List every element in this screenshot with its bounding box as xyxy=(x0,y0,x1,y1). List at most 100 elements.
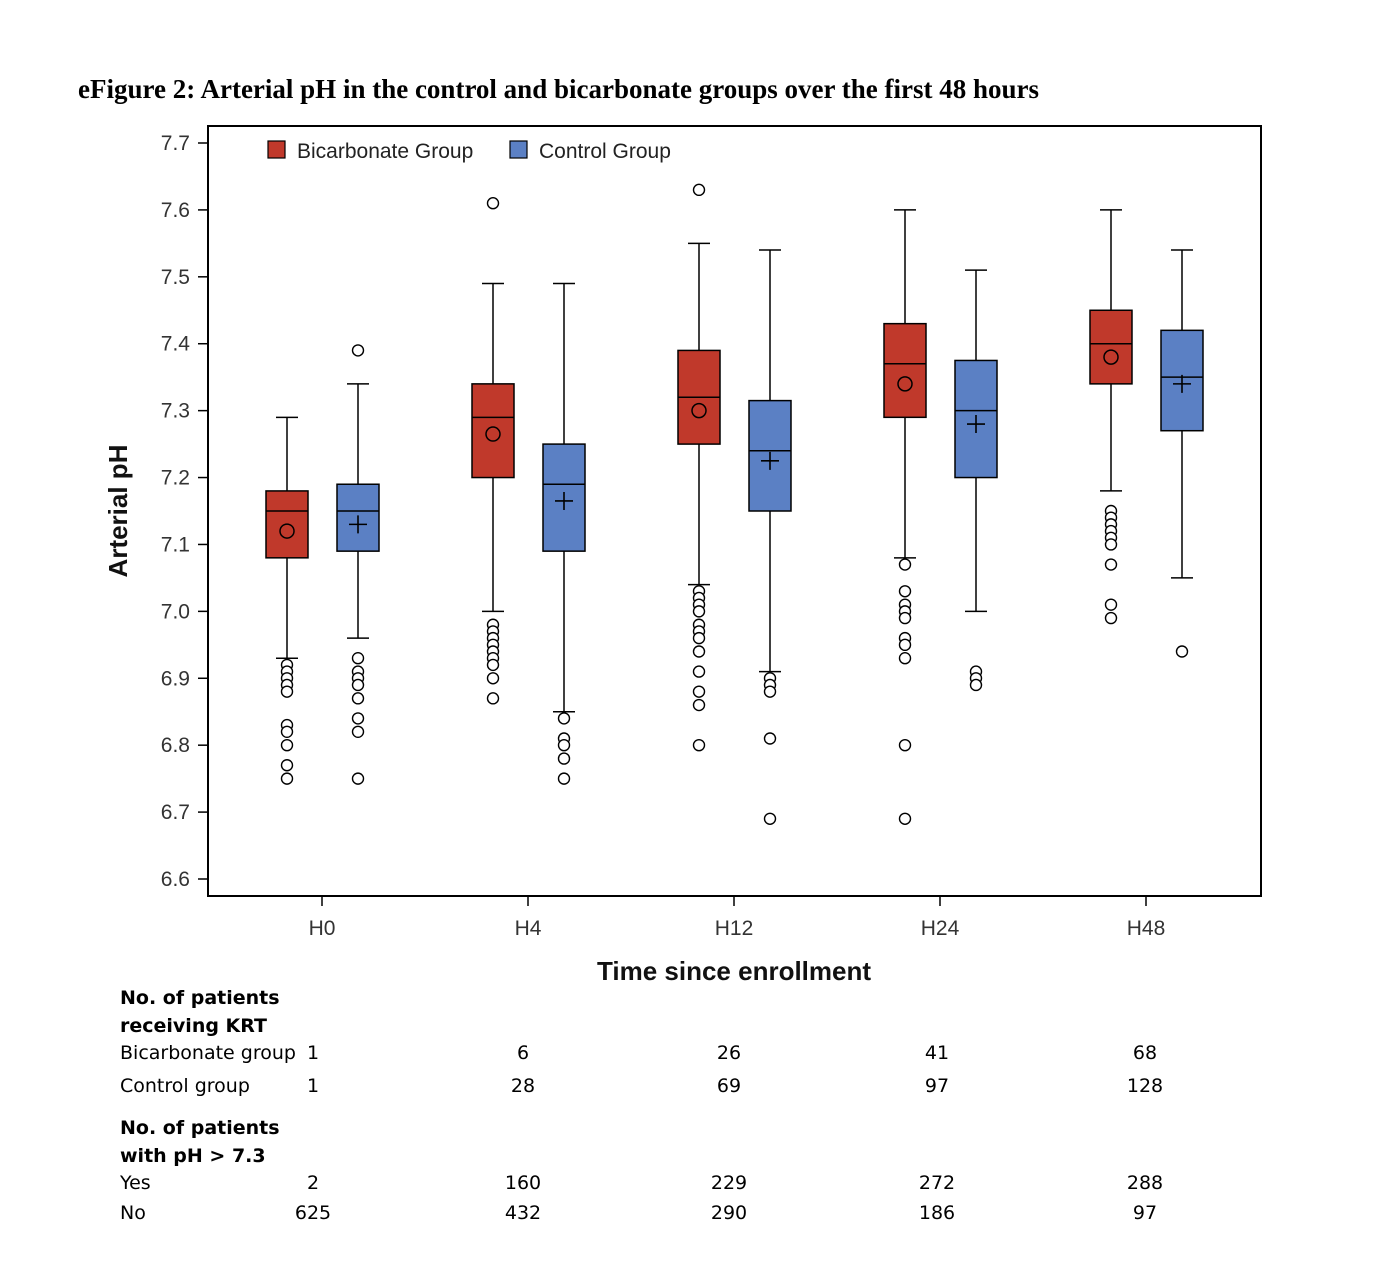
mean-marker xyxy=(1173,374,1191,393)
outlier-point xyxy=(898,585,912,598)
table-cell: 625 xyxy=(294,1202,332,1224)
table-cell: 97 xyxy=(924,1075,950,1097)
outlier-point xyxy=(280,685,294,698)
outlier-point xyxy=(486,672,500,685)
x-tick-label: H12 xyxy=(715,917,754,940)
x-tick-label: H24 xyxy=(921,917,960,940)
table-row-label: Yes xyxy=(120,1172,151,1194)
outlier-point xyxy=(557,712,571,725)
outlier-point xyxy=(1104,538,1118,551)
table-cell: 272 xyxy=(918,1172,956,1194)
mean-marker xyxy=(761,451,779,470)
table-cell: 41 xyxy=(924,1042,950,1064)
legend-label: Control Group xyxy=(539,140,671,163)
y-tick-label: 7.3 xyxy=(161,400,190,423)
y-tick-label: 7.5 xyxy=(161,266,190,289)
y-tick-label: 7.7 xyxy=(161,132,190,155)
table-cell: 1 xyxy=(306,1042,320,1064)
outlier-point xyxy=(692,645,706,658)
table-cell: 26 xyxy=(716,1042,742,1064)
table-row-label: Bicarbonate group xyxy=(120,1042,296,1064)
x-tick-label: H0 xyxy=(309,917,336,940)
outlier-point xyxy=(763,685,777,698)
table-cell: 160 xyxy=(504,1172,542,1194)
outlier-point xyxy=(486,658,500,672)
table-cell: 69 xyxy=(716,1075,742,1097)
table-cell: 97 xyxy=(1132,1202,1158,1224)
x-tick-label: H48 xyxy=(1127,917,1166,940)
table-cell: 6 xyxy=(516,1042,530,1064)
legend-label: Bicarbonate Group xyxy=(297,140,473,163)
outlier-point xyxy=(692,698,706,712)
y-tick-label: 7.2 xyxy=(161,467,190,490)
outlier-point xyxy=(898,638,912,652)
mean-marker xyxy=(897,376,913,392)
mean-marker xyxy=(691,402,707,419)
outlier-point xyxy=(351,772,365,785)
table-row-label: No xyxy=(120,1202,146,1224)
outlier-point xyxy=(1104,558,1118,571)
outlier-point xyxy=(351,344,365,357)
table-row-label: Control group xyxy=(120,1075,250,1097)
box-plot-chart: 6.6 6.7 6.8 6.9 7.0 7.1 7.2 7.3 7.4 7.5 7.6 7.7 H0 H4… xyxy=(103,125,1262,986)
outlier-point xyxy=(1104,598,1118,611)
table-cell: 432 xyxy=(504,1202,542,1224)
outlier-point xyxy=(692,665,706,678)
outlier-point xyxy=(557,738,571,752)
mean-marker xyxy=(555,491,573,510)
y-tick-label: 7.6 xyxy=(161,199,190,222)
table-heading: No. of patients xyxy=(120,1117,280,1139)
y-tick-label: 6.8 xyxy=(161,734,190,757)
y-tick-label: 6.9 xyxy=(161,667,190,690)
table-cell: 28 xyxy=(510,1075,536,1097)
outlier-point xyxy=(692,738,706,752)
legend-swatch xyxy=(267,140,286,159)
outlier-point xyxy=(969,678,983,692)
table-heading: No. of patients xyxy=(120,987,280,1009)
mean-marker xyxy=(1103,349,1119,365)
y-tick-label: 7.4 xyxy=(161,333,191,356)
box xyxy=(883,322,927,419)
outlier-point xyxy=(351,725,365,738)
outlier-point xyxy=(898,812,912,825)
table-cell: 290 xyxy=(710,1202,748,1224)
outlier-point xyxy=(557,772,571,785)
figure-title: eFigure 2: Arterial pH in the control an… xyxy=(78,74,1039,104)
table-cell: 288 xyxy=(1126,1172,1164,1194)
outlier-point xyxy=(692,631,706,645)
x-tick-label: H4 xyxy=(515,917,542,940)
mean-marker xyxy=(967,415,985,434)
y-tick-label: 6.6 xyxy=(161,868,190,891)
y-tick-label: 6.7 xyxy=(161,801,190,824)
outlier-point xyxy=(1104,611,1118,625)
outlier-point xyxy=(486,692,500,705)
outlier-point xyxy=(280,725,294,738)
y-axis-label: Arterial pH xyxy=(103,445,133,578)
table-cell: 68 xyxy=(1132,1042,1158,1064)
outlier-point xyxy=(486,197,500,210)
table-heading: with pH > 7.3 xyxy=(120,1145,266,1167)
legend-swatch xyxy=(509,140,528,159)
outlier-point xyxy=(557,752,571,765)
outlier-point xyxy=(280,738,294,752)
mean-marker xyxy=(279,523,295,539)
box xyxy=(1089,309,1133,385)
outlier-point xyxy=(898,611,912,625)
outlier-point xyxy=(351,692,365,705)
outlier-point xyxy=(280,759,294,772)
table-cell: 2 xyxy=(306,1172,320,1194)
outlier-point xyxy=(763,732,777,745)
outlier-point xyxy=(351,712,365,725)
outlier-point xyxy=(898,652,912,665)
outlier-point xyxy=(898,738,912,752)
outlier-point xyxy=(351,678,365,692)
table-heading: receiving KRT xyxy=(120,1015,268,1037)
outlier-point xyxy=(692,605,706,618)
outlier-point xyxy=(1175,645,1189,658)
y-tick-label: 7.1 xyxy=(161,533,190,556)
y-tick-label: 7.0 xyxy=(161,600,190,623)
outlier-point xyxy=(763,812,777,825)
box xyxy=(471,383,515,479)
mean-marker xyxy=(349,515,367,534)
mean-marker xyxy=(485,426,501,442)
